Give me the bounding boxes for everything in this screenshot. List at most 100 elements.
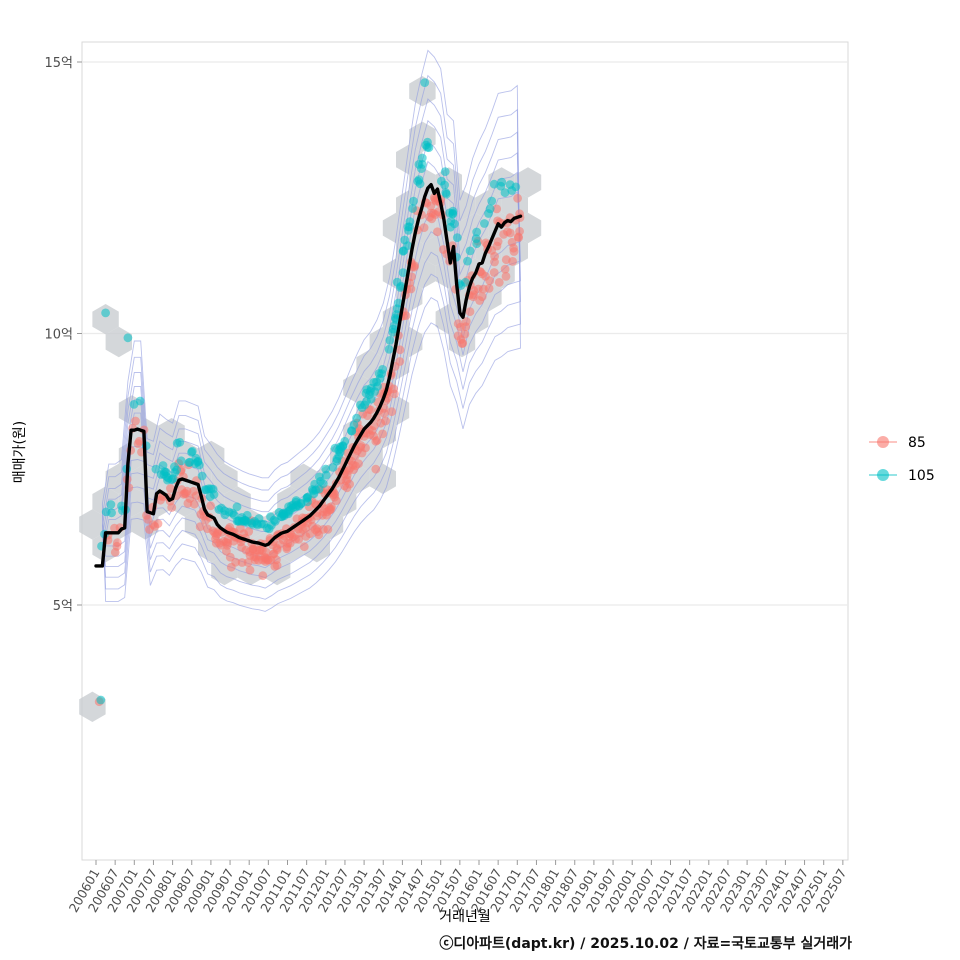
- data-point-85: [515, 226, 524, 236]
- y-axis-tick-labels: 5억 10억 15억: [44, 56, 73, 614]
- data-point-85: [410, 261, 419, 271]
- data-point-105: [511, 182, 521, 192]
- chart-caption: ⓒ디아파트(dapt.kr) / 2025.10.02 / 자료=국토교통부 실…: [439, 935, 852, 952]
- data-point-85: [206, 501, 216, 511]
- data-point-85: [492, 204, 502, 214]
- data-point-105: [396, 281, 406, 291]
- data-point-105: [463, 256, 472, 266]
- data-point-105: [366, 394, 376, 404]
- data-point-85: [134, 436, 144, 446]
- data-point-85: [381, 416, 390, 426]
- data-point-105: [269, 515, 279, 525]
- data-point-105: [405, 217, 415, 227]
- data-point-105: [442, 189, 451, 199]
- hexbin-cell: [79, 509, 106, 540]
- legend-key-marker: [877, 436, 889, 448]
- data-point-105: [452, 233, 462, 243]
- data-point-85: [372, 436, 382, 445]
- data-point-85: [484, 284, 494, 293]
- data-point-85: [490, 251, 499, 261]
- data-point-85: [419, 223, 429, 233]
- data-point-105: [384, 344, 394, 354]
- data-point-85: [231, 557, 241, 567]
- hexbin-cell: [382, 212, 410, 244]
- data-point-85: [477, 292, 487, 301]
- legend-key-marker: [877, 469, 889, 481]
- hexbin-cell: [211, 463, 238, 494]
- data-point-105: [106, 500, 116, 509]
- data-point-85: [401, 311, 411, 320]
- data-point-105: [385, 336, 395, 345]
- x-axis-tick-labels: 2006012006072007012007072008012008072009…: [66, 866, 850, 915]
- data-point-85: [460, 329, 470, 339]
- y-axis-ticks: [77, 61, 82, 606]
- data-point-85: [371, 464, 381, 474]
- data-point-85: [500, 264, 510, 274]
- data-point-105: [176, 456, 186, 466]
- hexbin-cell: [92, 304, 119, 335]
- density-contour: [101, 49, 521, 612]
- data-point-105: [472, 227, 482, 237]
- legend-label: 85: [908, 435, 926, 451]
- data-point-85: [509, 247, 519, 256]
- data-point-85: [189, 499, 199, 509]
- data-point-105: [500, 188, 510, 198]
- data-point-105: [151, 464, 161, 474]
- median-line-path: [94, 183, 523, 568]
- data-point-105: [398, 268, 408, 277]
- data-point-85: [387, 407, 397, 417]
- data-point-105: [195, 460, 204, 470]
- hexbin-cell: [409, 76, 436, 107]
- hexbin-cell: [514, 167, 542, 198]
- data-point-105: [349, 420, 359, 430]
- data-point-105: [404, 226, 413, 235]
- data-point-85: [378, 429, 387, 439]
- data-point-85: [299, 542, 309, 552]
- data-point-105: [417, 153, 427, 163]
- data-point-85: [395, 345, 405, 355]
- data-point-85: [508, 257, 517, 266]
- data-point-105: [471, 234, 481, 244]
- data-point-105: [460, 277, 470, 287]
- data-point-105: [232, 502, 242, 512]
- data-point-105: [321, 470, 331, 480]
- data-point-85: [243, 558, 253, 567]
- data-point-105: [394, 298, 403, 308]
- y-axis-title: 매매가(원): [12, 421, 28, 483]
- data-point-85: [406, 284, 416, 294]
- data-point-85: [244, 527, 254, 536]
- data-point-105: [209, 490, 219, 499]
- chart-legend[interactable]: 85 105: [869, 428, 935, 489]
- data-point-85: [258, 571, 268, 581]
- data-point-85: [345, 479, 354, 489]
- data-point-105: [465, 246, 475, 256]
- data-point-85: [505, 228, 515, 238]
- data-point-105: [101, 308, 110, 318]
- legend-item-105[interactable]: 105: [869, 461, 935, 489]
- legend-label: 105: [908, 468, 935, 484]
- data-point-85: [493, 237, 503, 247]
- data-point-85: [153, 519, 163, 528]
- data-point-105: [417, 160, 427, 169]
- data-point-105: [175, 437, 185, 447]
- data-point-85: [182, 486, 192, 496]
- x-axis-ticks: [95, 860, 844, 865]
- data-point-105: [489, 179, 499, 189]
- data-point-85: [331, 496, 341, 505]
- data-point-85: [166, 484, 175, 493]
- data-point-85: [366, 405, 376, 415]
- y-tick-label: 5억: [53, 599, 73, 614]
- data-point-105: [197, 471, 207, 481]
- data-point-105: [480, 219, 489, 228]
- data-point-105: [450, 219, 459, 229]
- data-point-105: [373, 382, 382, 391]
- data-point-85: [361, 443, 370, 453]
- data-point-105: [414, 175, 424, 185]
- data-point-85: [261, 547, 271, 557]
- data-point-85: [395, 357, 405, 366]
- data-point-85: [379, 408, 389, 418]
- legend-item-85[interactable]: 85: [869, 428, 926, 456]
- data-point-85: [458, 338, 468, 348]
- data-point-105: [96, 695, 106, 705]
